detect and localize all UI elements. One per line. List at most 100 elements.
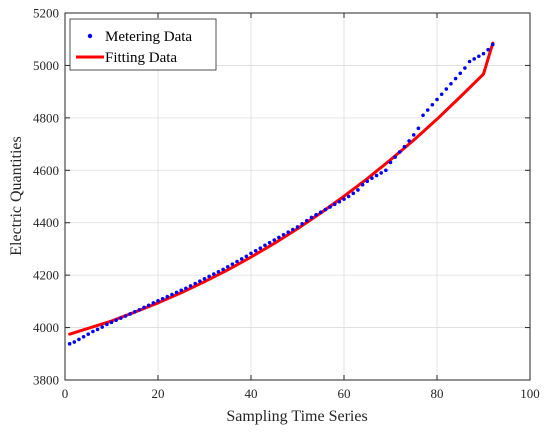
legend-marker-metering xyxy=(87,33,93,39)
metering-data-point xyxy=(142,305,146,310)
metering-data-point xyxy=(267,240,272,245)
metering-data-point xyxy=(258,246,263,250)
metering-data-point xyxy=(225,264,230,269)
metering-data-point xyxy=(249,251,253,256)
metering-data-point xyxy=(230,262,235,266)
metering-data-point xyxy=(398,150,402,154)
metering-data-point xyxy=(458,71,463,76)
plot-frame xyxy=(64,12,531,381)
metering-data-point xyxy=(356,188,360,192)
metering-data-point xyxy=(123,314,128,318)
metering-data-point xyxy=(323,207,328,212)
metering-data-point xyxy=(365,179,370,184)
metering-data-point xyxy=(244,254,249,259)
metering-data-point xyxy=(360,182,365,187)
metering-data-point xyxy=(170,292,174,297)
metering-data-point xyxy=(421,113,425,118)
legend-label-metering: Metering Data xyxy=(105,29,192,45)
metering-data-point xyxy=(477,54,481,59)
metering-data-point xyxy=(435,97,439,102)
y-tick-label: 4200 xyxy=(33,268,59,283)
y-tick-label: 4600 xyxy=(33,163,59,178)
x-axis-title: Sampling Time Series xyxy=(226,408,367,425)
metering-data-point xyxy=(407,139,411,143)
metering-data-point xyxy=(67,342,72,346)
y-tick-label: 4400 xyxy=(33,215,59,230)
metering-data-point xyxy=(160,296,165,301)
metering-data-point xyxy=(411,133,416,137)
metering-data-point xyxy=(100,325,104,329)
y-axis-title: Electric Quantities xyxy=(8,136,25,256)
metering-data-point xyxy=(374,173,379,178)
x-tick-label: 20 xyxy=(152,386,165,401)
metering-data-point xyxy=(286,230,291,234)
ticks: 0 20 40 60 80 100 3800 4000 4200 4400 4600 4800 5000… xyxy=(33,6,540,402)
metering-data-point xyxy=(81,334,86,339)
metering-data-point xyxy=(184,286,188,291)
metering-data-point xyxy=(165,294,170,299)
metering-data-point xyxy=(370,176,374,180)
metering-data-point xyxy=(384,168,388,173)
metering-data-point xyxy=(119,316,123,320)
metering-data-point xyxy=(272,238,277,242)
metering-data-point xyxy=(467,59,472,64)
metering-data-point xyxy=(239,257,244,261)
metering-data-point xyxy=(77,337,81,342)
y-tick-label: 4800 xyxy=(33,110,59,125)
metering-data-point xyxy=(146,303,151,308)
metering-data-point xyxy=(221,267,225,272)
metering-data-point xyxy=(105,322,109,327)
plot-background xyxy=(65,13,530,380)
metering-data-point xyxy=(318,210,323,215)
metering-data-point xyxy=(351,191,356,196)
metering-data-point xyxy=(314,213,318,217)
metering-data-point xyxy=(198,279,202,283)
x-tick-label: 100 xyxy=(520,386,540,401)
legend-box xyxy=(69,18,217,71)
metering-data-point xyxy=(128,312,132,316)
metering-data-point xyxy=(449,81,453,86)
x-tick-label: 80 xyxy=(431,386,444,401)
x-tick-label: 40 xyxy=(245,386,258,401)
metering-data-point xyxy=(486,47,490,52)
metering-data-point xyxy=(291,227,295,232)
metering-data-point xyxy=(300,221,304,226)
metering-data-point xyxy=(277,235,281,240)
metering-data-point xyxy=(430,102,435,107)
y-tick-label: 5000 xyxy=(33,58,59,73)
metering-data-point xyxy=(202,277,207,281)
metering-data-point xyxy=(342,197,346,201)
metering-data-point xyxy=(425,108,430,112)
metering-data-point xyxy=(281,232,286,237)
metering-data-point xyxy=(309,215,314,220)
y-tick-label: 3800 xyxy=(33,373,59,388)
metering-data-point xyxy=(337,199,342,204)
metering-data-point xyxy=(72,340,77,344)
metering-data-point xyxy=(346,194,351,199)
metering-data-point xyxy=(481,51,486,56)
metering-data-point xyxy=(207,274,211,279)
metering-data-point xyxy=(193,281,197,286)
metering-data-point xyxy=(212,272,216,276)
metering-data-point xyxy=(444,87,449,91)
metering-data-point xyxy=(86,332,91,336)
metering-data-point xyxy=(491,42,495,47)
metering-data-point xyxy=(179,288,184,293)
metering-data-point xyxy=(295,225,300,229)
metering-data-point xyxy=(95,327,100,332)
y-tick-label: 5200 xyxy=(33,6,59,21)
x-tick-label: 60 xyxy=(338,386,351,401)
metering-data-point xyxy=(332,202,337,207)
series-layer xyxy=(67,41,495,346)
metering-data-point xyxy=(305,218,309,223)
metering-data-point xyxy=(174,290,179,295)
metering-data-point xyxy=(453,76,458,81)
metering-data-point xyxy=(393,155,397,159)
metering-data-point xyxy=(388,160,393,165)
metering-data-point xyxy=(109,320,114,325)
metering-data-point xyxy=(263,243,267,248)
legend-label-fitting: Fitting Data xyxy=(105,50,177,66)
metering-data-point xyxy=(328,205,332,209)
metering-data-point xyxy=(114,318,118,323)
